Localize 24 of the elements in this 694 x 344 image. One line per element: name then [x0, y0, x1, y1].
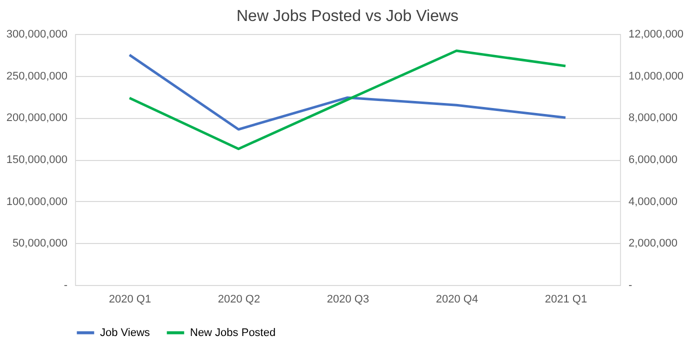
x-tick-label: 2020 Q3 — [326, 294, 370, 306]
chart-title: New Jobs Posted vs Job Views — [236, 8, 459, 25]
x-tick-label: 2020 Q1 — [108, 294, 152, 306]
y-tick-label: 300,000,000 — [6, 28, 68, 40]
y2-tick-label: 10,000,000 — [628, 70, 684, 82]
line-series — [128, 54, 567, 131]
x-tick-label: 2020 Q2 — [218, 294, 260, 306]
y2-tick-label: - — [628, 280, 632, 292]
y-tick-label: 150,000,000 — [6, 154, 68, 166]
y2-tick-label: 12,000,000 — [628, 28, 684, 40]
y2-tick-label: 6,000,000 — [628, 154, 678, 166]
y2-tick-label: 2,000,000 — [628, 238, 678, 250]
y2-tick-label: 8,000,000 — [628, 112, 678, 124]
y-tick-label: - — [64, 280, 68, 292]
legend-label: New Jobs Posted — [190, 326, 276, 339]
y2-tick-label: 4,000,000 — [628, 196, 678, 208]
legend-label: Job Views — [100, 326, 150, 339]
y-tick-label: 100,000,000 — [6, 196, 68, 208]
x-tick-label: 2020 Q4 — [436, 294, 478, 306]
x-tick-label: 2021 Q1 — [544, 294, 588, 306]
y-tick-label: 250,000,000 — [6, 70, 68, 82]
y-tick-label: 50,000,000 — [12, 238, 68, 250]
line-series — [128, 49, 567, 150]
y-tick-label: 200,000,000 — [6, 112, 68, 124]
